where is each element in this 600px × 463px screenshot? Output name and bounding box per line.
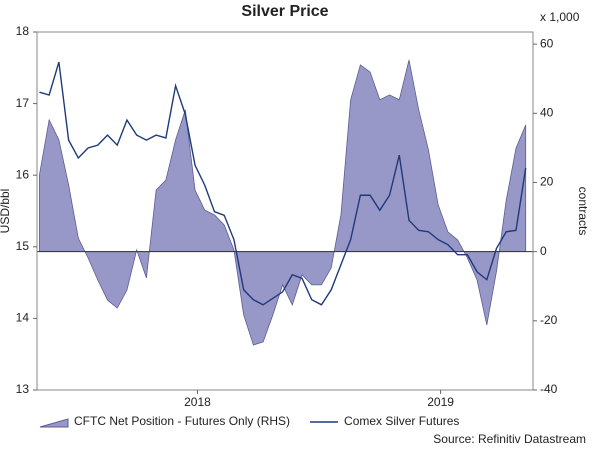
y2-tick-label: 20 <box>540 175 554 189</box>
x-tick-label: 2018 <box>184 395 211 409</box>
y2-tick-label: -20 <box>540 313 558 327</box>
plot-frame <box>36 31 534 391</box>
chart-title: Silver Price <box>241 3 328 20</box>
source: Source: Refinitiv Datastream <box>433 432 586 446</box>
y-axis-label: USD/bbl <box>0 189 12 234</box>
y-tick-label: 17 <box>16 96 30 110</box>
x-tick-label: 2019 <box>427 395 454 409</box>
y2-unit: x 1,000 <box>540 10 580 24</box>
y2-tick-label: -40 <box>540 382 558 396</box>
y2-tick-label: 0 <box>540 244 547 258</box>
y-tick-label: 13 <box>16 382 30 396</box>
legend-swatch <box>39 418 69 428</box>
y-tick-label: 18 <box>16 24 30 38</box>
y2-tick-label: 60 <box>540 36 554 50</box>
y-tick-label: 15 <box>16 239 30 253</box>
y-tick-label: 16 <box>16 167 30 181</box>
y-tick-label: 14 <box>16 311 30 325</box>
y2-tick-label: 40 <box>540 105 554 119</box>
area <box>39 59 527 346</box>
y2-axis-label: contracts <box>576 187 590 236</box>
legend-label: CFTC Net Position - Futures Only (RHS) <box>74 414 290 428</box>
legend-label: Comex Silver Futures <box>344 414 459 428</box>
line <box>39 61 527 306</box>
